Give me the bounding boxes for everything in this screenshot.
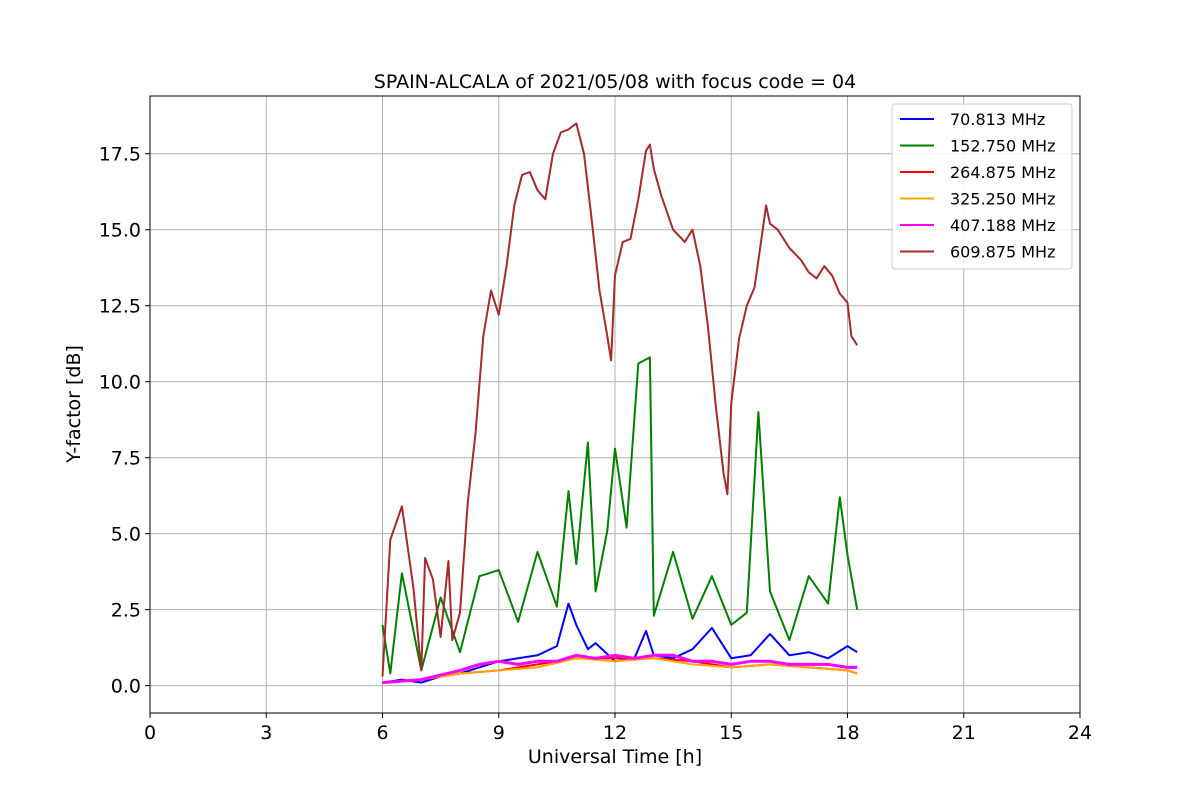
y-tick-label: 0.0: [111, 676, 141, 698]
legend-entry-label: 325.250 MHz: [950, 190, 1055, 209]
y-tick-label: 2.5: [111, 600, 141, 622]
x-tick-label: 12: [603, 722, 627, 744]
y-axis-label: Y-factor [dB]: [63, 345, 85, 464]
legend-box: [891, 103, 1073, 270]
series-line-6: [381, 122, 859, 677]
x-tick-label: 15: [719, 722, 743, 744]
y-tick-label: 5.0: [111, 524, 141, 546]
x-axis-label: Universal Time [h]: [528, 746, 702, 768]
series-line-5: [382, 653, 858, 685]
legend-entry-label: 407.188 MHz: [950, 216, 1055, 235]
legend: 70.813 MHz 152.750 MHz 264.875 MHz 325.250 …: [891, 103, 1073, 270]
y-tick-label: 15.0: [99, 220, 141, 242]
tick-layer: 0 3 6 9 12 15 18 21 24 0.0 2.5 5.0 7.5 10.0 12.5 15.0 17…: [99, 144, 1092, 744]
legend-entry-label: 70.813 MHz: [950, 110, 1045, 129]
chart-title: SPAIN-ALCALA of 2021/05/08 with focus co…: [374, 71, 856, 93]
x-tick-label: 0: [144, 722, 156, 744]
x-tick-label: 9: [493, 722, 505, 744]
y-tick-label: 7.5: [111, 448, 141, 470]
x-tick-label: 3: [260, 722, 272, 744]
legend-entry-label: 264.875 MHz: [950, 163, 1055, 182]
y-tick-label: 12.5: [99, 296, 141, 318]
x-tick-label: 6: [376, 722, 388, 744]
series-layer: [381, 122, 859, 685]
x-tick-label: 21: [952, 722, 976, 744]
legend-entry-label: 152.750 MHz: [950, 137, 1055, 156]
series-line-2: [381, 356, 859, 675]
legend-entry-label: 609.875 MHz: [950, 243, 1055, 262]
x-tick-label: 24: [1068, 722, 1092, 744]
x-tick-label: 18: [835, 722, 859, 744]
y-tick-label: 10.0: [99, 372, 141, 394]
y-tick-label: 17.5: [99, 144, 141, 166]
